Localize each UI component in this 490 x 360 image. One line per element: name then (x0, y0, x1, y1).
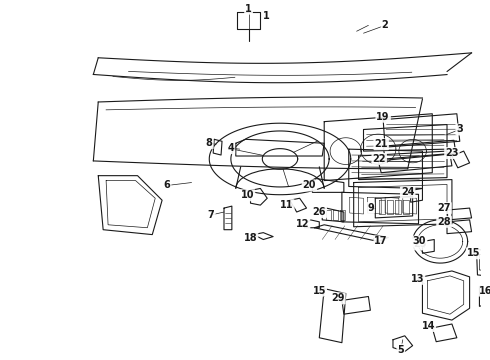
Text: 19: 19 (376, 112, 390, 122)
Text: 9: 9 (367, 203, 374, 213)
Text: 10: 10 (241, 190, 254, 200)
Text: 16: 16 (479, 285, 490, 296)
Text: 4: 4 (227, 143, 234, 153)
Text: 6: 6 (164, 180, 171, 190)
Text: 28: 28 (437, 217, 451, 227)
Text: 15: 15 (313, 285, 326, 296)
Text: 5: 5 (397, 345, 404, 355)
Text: 12: 12 (296, 219, 309, 229)
Text: 7: 7 (208, 210, 215, 220)
Text: 29: 29 (331, 293, 344, 303)
Text: 2: 2 (382, 21, 389, 30)
Text: 18: 18 (244, 233, 257, 243)
Text: 27: 27 (437, 203, 451, 213)
Text: 8: 8 (206, 138, 213, 148)
Text: 15: 15 (467, 248, 480, 258)
Text: 1: 1 (245, 4, 252, 14)
Text: 23: 23 (445, 148, 459, 158)
Text: 24: 24 (401, 187, 415, 197)
Text: 14: 14 (421, 321, 435, 331)
Text: 1: 1 (263, 10, 270, 21)
Text: 25: 25 (413, 239, 426, 249)
Text: 13: 13 (411, 274, 424, 284)
Text: 3: 3 (456, 125, 463, 135)
Text: 11: 11 (280, 200, 294, 210)
Text: 22: 22 (372, 154, 386, 164)
Text: 30: 30 (413, 237, 426, 247)
Text: 17: 17 (374, 237, 388, 247)
Text: 20: 20 (303, 180, 316, 190)
Text: 2: 2 (382, 21, 389, 30)
Text: 26: 26 (313, 207, 326, 217)
Text: 21: 21 (374, 139, 388, 149)
